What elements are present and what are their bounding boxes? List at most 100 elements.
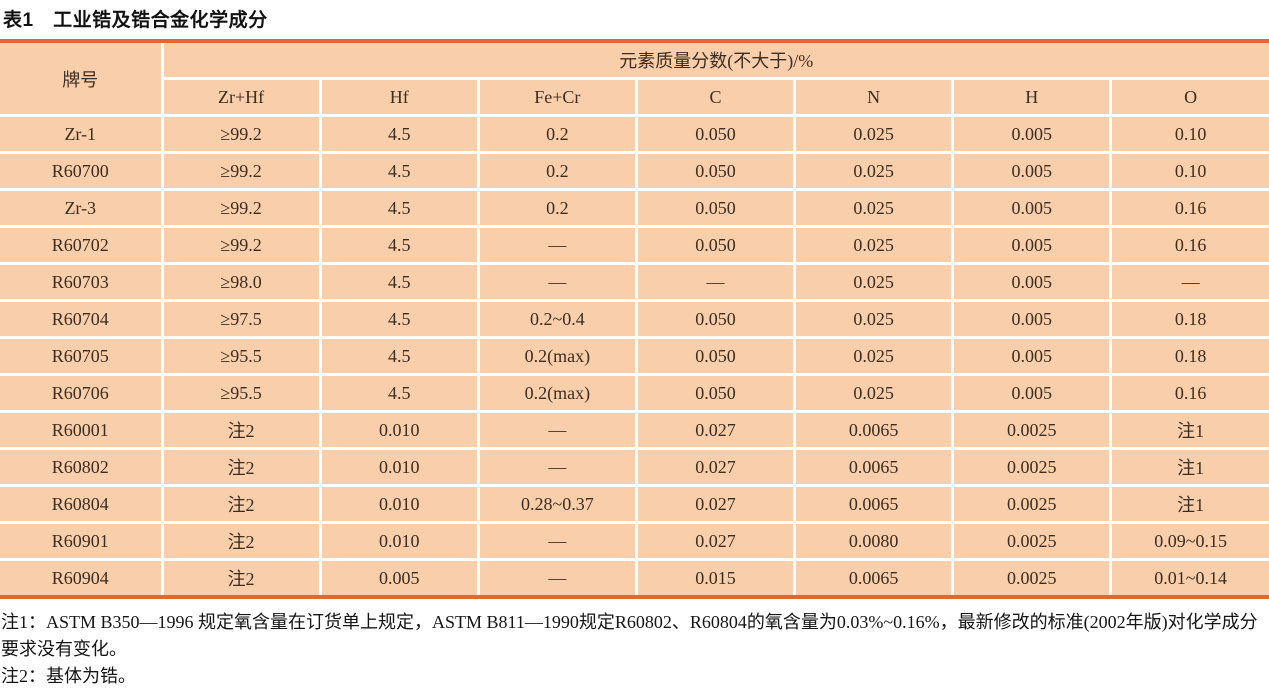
value-cell: 0.0080: [793, 521, 955, 561]
value-cell: 0.16: [1109, 188, 1269, 228]
value-cell: 0.025: [793, 373, 955, 413]
grade-cell: R60804: [0, 484, 164, 524]
value-cell: 0.16: [1109, 225, 1269, 265]
header-row-elements: Zr+Hf Hf Fe+Cr C N H O: [0, 77, 1269, 117]
value-cell: —: [476, 410, 638, 450]
grade-cell: Zr-1: [0, 114, 164, 154]
value-cell: 0.025: [793, 299, 955, 339]
element-column-header: Hf: [318, 77, 480, 117]
value-cell: 0.010: [318, 521, 480, 561]
table-row: R60700 ≥99.2 4.5 0.2 0.050 0.025 0.005 0.10: [0, 151, 1269, 191]
value-cell: 0.010: [318, 447, 480, 487]
value-cell: 0.015: [634, 558, 797, 595]
value-cell: 注2: [160, 447, 322, 487]
value-cell: 0.010: [318, 410, 480, 450]
table-row: R60901 注2 0.010—0.027 0.0080 0.0025 0.09~0.15: [0, 521, 1269, 561]
grade-column-header: 牌号: [0, 43, 164, 117]
value-cell: 0.027: [634, 410, 797, 450]
value-cell: 0.2: [476, 114, 638, 154]
value-cell: —: [476, 225, 638, 265]
grade-cell: R60700: [0, 151, 164, 191]
value-cell: 0.18: [1109, 336, 1269, 376]
value-cell: 0.2(max): [476, 373, 638, 413]
value-cell: 0.005: [318, 558, 480, 595]
value-cell: —: [476, 521, 638, 561]
value-cell: 0.050: [634, 299, 797, 339]
table-row: R60703 ≥98.0 4.5— —0.025 0.005—: [0, 262, 1269, 302]
element-column-header: N: [793, 77, 955, 117]
value-cell: 注2: [160, 410, 322, 450]
value-cell: 0.10: [1109, 114, 1269, 154]
notes: 注1：ASTM B350—1996 规定氧含量在订货单上规定，ASTM B811…: [0, 599, 1269, 690]
value-cell: 0.050: [634, 151, 797, 191]
value-cell: 4.5: [318, 336, 480, 376]
value-cell: 0.16: [1109, 373, 1269, 413]
value-cell: —: [634, 262, 797, 302]
table-row: R60704 ≥97.5 4.5 0.2~0.4 0.050 0.025 0.005 0.18: [0, 299, 1269, 339]
value-cell: 0.0025: [951, 410, 1113, 450]
value-cell: 0.025: [793, 114, 955, 154]
grade-cell: Zr-3: [0, 188, 164, 228]
table-body: Zr-1 ≥99.2 4.5 0.2 0.050 0.025 0.005 0.10 R60700…: [0, 114, 1269, 595]
value-cell: 0.050: [634, 188, 797, 228]
value-cell: 4.5: [318, 262, 480, 302]
value-cell: 0.18: [1109, 299, 1269, 339]
value-cell: 4.5: [318, 299, 480, 339]
value-cell: 0.010: [318, 484, 480, 524]
value-cell: 4.5: [318, 114, 480, 154]
table-head: 牌号 元素质量分数(不大于)/% Zr+Hf Hf Fe+Cr C N H O: [0, 43, 1269, 117]
value-cell: 注1: [1109, 410, 1269, 450]
table-row: R60702 ≥99.2 4.5—0.050 0.025 0.005 0.16: [0, 225, 1269, 265]
value-cell: 0.005: [951, 225, 1113, 265]
value-cell: 0.09~0.15: [1109, 521, 1269, 561]
value-cell: 0.28~0.37: [476, 484, 638, 524]
element-column-header: C: [634, 77, 797, 117]
table-row: Zr-1 ≥99.2 4.5 0.2 0.050 0.025 0.005 0.10: [0, 114, 1269, 154]
value-cell: 0.01~0.14: [1109, 558, 1269, 595]
grade-cell: R60802: [0, 447, 164, 487]
value-cell: 0.027: [634, 447, 797, 487]
value-cell: 0.0025: [951, 447, 1113, 487]
composition-table-wrap: 牌号 元素质量分数(不大于)/% Zr+Hf Hf Fe+Cr C N H O Zr-1 ≥9…: [0, 39, 1269, 599]
value-cell: 0.0065: [793, 410, 955, 450]
value-cell: 0.2(max): [476, 336, 638, 376]
table-row: R60802 注2 0.010—0.027 0.0065 0.0025 注1: [0, 447, 1269, 487]
group-header: 元素质量分数(不大于)/%: [160, 43, 1269, 80]
note-line-1: 注1：ASTM B350—1996 规定氧含量在订货单上规定，ASTM B811…: [1, 612, 1258, 659]
value-cell: 0.0065: [793, 558, 955, 595]
value-cell: ≥99.2: [160, 151, 322, 191]
value-cell: —: [476, 447, 638, 487]
value-cell: 0.005: [951, 373, 1113, 413]
value-cell: ≥95.5: [160, 373, 322, 413]
value-cell: ≥98.0: [160, 262, 322, 302]
value-cell: 注2: [160, 558, 322, 595]
value-cell: 注2: [160, 484, 322, 524]
grade-cell: R60904: [0, 558, 164, 595]
grade-cell: R60702: [0, 225, 164, 265]
value-cell: ≥99.2: [160, 225, 322, 265]
grade-cell: R60704: [0, 299, 164, 339]
table-row: R60706 ≥95.5 4.5 0.2(max) 0.050 0.025 0.005 0.1…: [0, 373, 1269, 413]
table-title: 表1 工业锆及锆合金化学成分: [3, 10, 268, 31]
value-cell: 0.025: [793, 151, 955, 191]
value-cell: 0.025: [793, 336, 955, 376]
value-cell: 4.5: [318, 151, 480, 191]
value-cell: 0.005: [951, 114, 1113, 154]
note-line-2: 注2：基体为锆。: [1, 666, 136, 686]
value-cell: 0.027: [634, 484, 797, 524]
value-cell: 4.5: [318, 373, 480, 413]
value-cell: 0.050: [634, 225, 797, 265]
value-cell: ≥99.2: [160, 114, 322, 154]
value-cell: 0.0025: [951, 558, 1113, 595]
composition-table: 牌号 元素质量分数(不大于)/% Zr+Hf Hf Fe+Cr C N H O Zr-1 ≥9…: [0, 43, 1269, 595]
grade-cell: R60001: [0, 410, 164, 450]
value-cell: —: [476, 262, 638, 302]
value-cell: ≥97.5: [160, 299, 322, 339]
value-cell: 0.005: [951, 151, 1113, 191]
value-cell: 0.0065: [793, 484, 955, 524]
value-cell: —: [476, 558, 638, 595]
value-cell: 0.050: [634, 114, 797, 154]
value-cell: 注2: [160, 521, 322, 561]
value-cell: 4.5: [318, 225, 480, 265]
